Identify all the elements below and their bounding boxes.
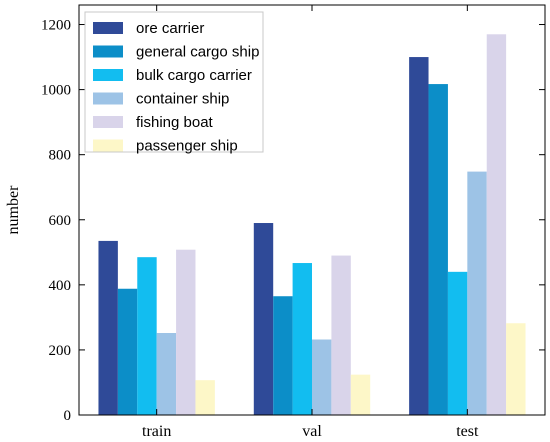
bar-train-general-cargo-ship [117, 288, 138, 415]
x-axis: train val test [142, 5, 479, 440]
bar-test-bulk-cargo-carrier [447, 271, 468, 415]
legend-label: bulk cargo carrier [136, 67, 252, 84]
y-tick-label: 1200 [41, 18, 71, 34]
legend-label: container ship [136, 91, 229, 108]
y-tick-label: 200 [49, 343, 72, 359]
legend-label: ore carrier [136, 20, 204, 37]
x-tick-label-val: val [302, 423, 322, 440]
bar-train-ore-carrier [98, 240, 118, 415]
bar-train-container-ship [156, 333, 177, 415]
bar-val-bulk-cargo-carrier [292, 263, 312, 415]
legend: ore carrier general cargo ship bulk cargo … [84, 11, 264, 155]
legend-swatch [93, 45, 123, 58]
bar-test-general-cargo-ship [428, 84, 448, 415]
y-tick-label: 400 [49, 278, 72, 294]
legend-label: passenger ship [136, 138, 238, 155]
legend-swatch [93, 22, 123, 34]
legend-swatch [93, 139, 123, 152]
bar-train-fishing-boat [176, 249, 196, 415]
bar-val-ore-carrier [253, 223, 274, 415]
bar-train-bulk-cargo-carrier [137, 257, 157, 415]
legend-label: fishing boat [136, 114, 214, 131]
y-tick-label: 1000 [41, 83, 71, 99]
x-tick-label-test: test [456, 423, 479, 440]
bar-val-container-ship [312, 339, 332, 415]
y-axis-label: number [5, 185, 22, 235]
bar-val-fishing-boat [331, 255, 351, 415]
bar-train-passenger-ship [195, 380, 215, 415]
legend-swatch [93, 116, 123, 128]
legend-swatch [93, 69, 123, 81]
legend-swatch [93, 92, 123, 105]
x-tick-label-train: train [142, 423, 171, 440]
bars-layer [98, 34, 526, 416]
y-tick-label: 600 [49, 213, 72, 229]
bar-val-general-cargo-ship [273, 296, 293, 415]
bar-test-ore-carrier [409, 57, 429, 416]
bar-test-fishing-boat [486, 34, 507, 415]
bar-test-passenger-ship [506, 323, 526, 415]
legend-box [84, 11, 264, 153]
bar-val-passenger-ship [350, 374, 371, 415]
y-axis: 0 200 400 600 800 1000 1200 [41, 18, 545, 424]
y-tick-label: 0 [64, 408, 72, 424]
y-tick-label: 800 [49, 148, 72, 164]
legend-label: general cargo ship [136, 44, 259, 61]
bar-test-container-ship [467, 171, 487, 415]
